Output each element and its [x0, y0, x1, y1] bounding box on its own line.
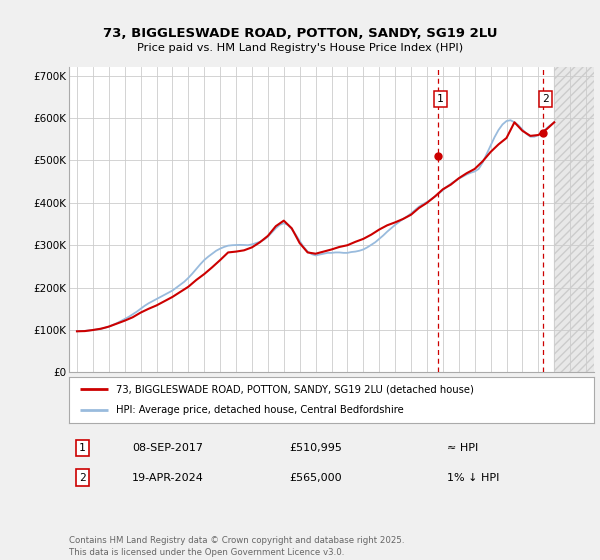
Text: 1: 1: [437, 94, 443, 104]
Text: HPI: Average price, detached house, Central Bedfordshire: HPI: Average price, detached house, Cent…: [116, 405, 404, 416]
Text: Price paid vs. HM Land Registry's House Price Index (HPI): Price paid vs. HM Land Registry's House …: [137, 43, 463, 53]
Text: Contains HM Land Registry data © Crown copyright and database right 2025.
This d: Contains HM Land Registry data © Crown c…: [69, 536, 404, 557]
Text: 1% ↓ HPI: 1% ↓ HPI: [447, 473, 499, 483]
Text: £510,995: £510,995: [290, 443, 343, 452]
Text: 2: 2: [79, 473, 86, 483]
Text: ≈ HPI: ≈ HPI: [447, 443, 478, 452]
Bar: [554, 67, 594, 372]
Text: 73, BIGGLESWADE ROAD, POTTON, SANDY, SG19 2LU (detached house): 73, BIGGLESWADE ROAD, POTTON, SANDY, SG1…: [116, 384, 474, 394]
Text: 08-SEP-2017: 08-SEP-2017: [132, 443, 203, 452]
Text: 73, BIGGLESWADE ROAD, POTTON, SANDY, SG19 2LU: 73, BIGGLESWADE ROAD, POTTON, SANDY, SG1…: [103, 27, 497, 40]
Text: 1: 1: [79, 443, 86, 452]
Bar: [554, 67, 594, 372]
Text: 2: 2: [542, 94, 549, 104]
Text: £565,000: £565,000: [290, 473, 342, 483]
Text: 19-APR-2024: 19-APR-2024: [132, 473, 204, 483]
